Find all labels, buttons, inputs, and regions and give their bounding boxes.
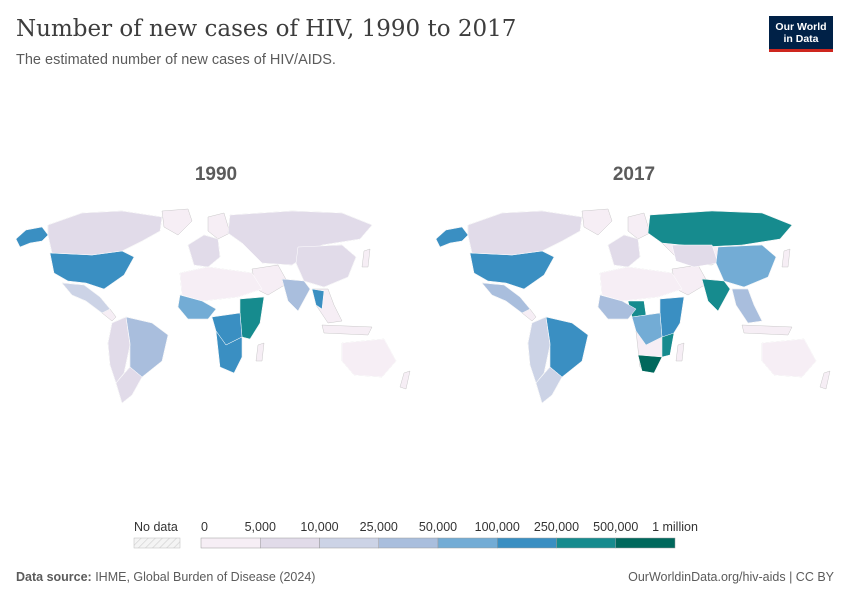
legend-tick-label: 500,000 <box>593 520 638 534</box>
legend-bin-2 <box>319 537 379 549</box>
region-1990-southern-africa[interactable] <box>215 330 243 374</box>
region-1990-australia[interactable] <box>341 338 397 378</box>
region-2017-mexico[interactable] <box>481 282 531 314</box>
map-year-label-2017: 2017 <box>612 164 656 185</box>
chart-title: Number of new cases of HIV, 1990 to 2017 <box>16 16 517 42</box>
region-2017-southern-cone[interactable] <box>535 366 563 404</box>
map-year-label-1990: 1990 <box>194 164 238 185</box>
legend-bin-4 <box>437 537 498 549</box>
legend-bin-0 <box>200 537 261 549</box>
region-2017-west-africa[interactable] <box>597 294 637 320</box>
map-base-japan <box>781 248 791 268</box>
region-1990-thailand[interactable] <box>311 288 325 310</box>
footer-source: Data source: IHME, Global Burden of Dise… <box>16 570 315 584</box>
legend-tick-label: 25,000 <box>360 520 398 534</box>
map-base-new-zealand <box>819 370 831 390</box>
map-base-new-zealand <box>399 370 411 390</box>
legend-tick-label: 1 million <box>652 520 698 534</box>
legend-tick-label: 10,000 <box>300 520 338 534</box>
region-1990-alaska[interactable] <box>15 226 49 248</box>
region-2017-alaska[interactable] <box>435 226 469 248</box>
legend-no-data-swatch <box>133 537 181 549</box>
legend-bin-7 <box>615 537 676 549</box>
footer-url-license[interactable]: OurWorldinData.org/hiv-aids | CC BY <box>628 570 834 584</box>
region-2017-mozambique[interactable] <box>661 332 675 358</box>
region-1990-russia-and-central-asia[interactable] <box>227 210 373 266</box>
legend-bin-6 <box>556 537 616 549</box>
legend-bin-1 <box>260 537 320 549</box>
map-base-greenland <box>161 208 193 236</box>
region-2017-china[interactable] <box>715 244 777 288</box>
region-1990-east-africa[interactable] <box>239 296 265 340</box>
region-2017-western-europe[interactable] <box>607 234 641 268</box>
region-1990-andean-south-america[interactable] <box>107 316 131 384</box>
map-base-greenland <box>581 208 613 236</box>
map-base-indonesia <box>741 324 793 336</box>
owid-logo[interactable]: Our World in Data <box>769 16 833 52</box>
footer-source-text: IHME, Global Burden of Disease (2024) <box>91 570 316 584</box>
region-2017-central-asia[interactable] <box>671 244 719 268</box>
chart-subtitle: The estimated number of new cases of HIV… <box>16 52 336 68</box>
region-1990-canada[interactable] <box>47 210 163 256</box>
map-base-japan <box>361 248 371 268</box>
map-base-scandinavia <box>207 212 231 240</box>
region-2017-canada[interactable] <box>467 210 583 256</box>
legend-tick-label: 250,000 <box>534 520 579 534</box>
region-1990-north-africa[interactable] <box>179 266 263 302</box>
logo-line-2: in Data <box>783 33 819 45</box>
region-2017-southeast-asia[interactable] <box>731 288 763 324</box>
footer-source-label: Data source: <box>16 570 92 584</box>
legend-tick-label: 50,000 <box>419 520 457 534</box>
region-2017-india[interactable] <box>701 278 731 312</box>
legend-tick-label: 5,000 <box>245 520 276 534</box>
region-1990-brazil[interactable] <box>125 316 169 378</box>
region-1990-india[interactable] <box>281 278 311 312</box>
region-2017-brazil[interactable] <box>545 316 589 378</box>
region-2017-russia[interactable] <box>647 210 793 248</box>
region-1990-southern-cone[interactable] <box>115 366 143 404</box>
map-base-indonesia <box>321 324 373 336</box>
legend-bin-5 <box>497 537 557 549</box>
region-2017-south-africa[interactable] <box>637 354 663 374</box>
region-2017-north-africa[interactable] <box>599 266 683 302</box>
legend-tick-label: 0 <box>201 520 208 534</box>
legend-bin-3 <box>378 537 439 549</box>
map-base-madagascar <box>675 342 685 362</box>
world-map-1990[interactable] <box>12 205 412 405</box>
logo-line-1: Our World <box>775 21 827 33</box>
map-base-madagascar <box>255 342 265 362</box>
region-2017-andean-south-america[interactable] <box>527 316 551 384</box>
region-1990-china[interactable] <box>295 244 357 288</box>
world-map-2017[interactable] <box>432 205 832 405</box>
region-2017-east-africa[interactable] <box>659 296 685 340</box>
region-2017-australia[interactable] <box>761 338 817 378</box>
region-1990-western-europe[interactable] <box>187 234 221 268</box>
legend-tick-label: 100,000 <box>475 520 520 534</box>
region-1990-mexico[interactable] <box>61 282 111 314</box>
map-base-scandinavia <box>627 212 651 240</box>
region-1990-west-africa[interactable] <box>177 294 217 320</box>
legend-no-data-label: No data <box>134 520 178 534</box>
